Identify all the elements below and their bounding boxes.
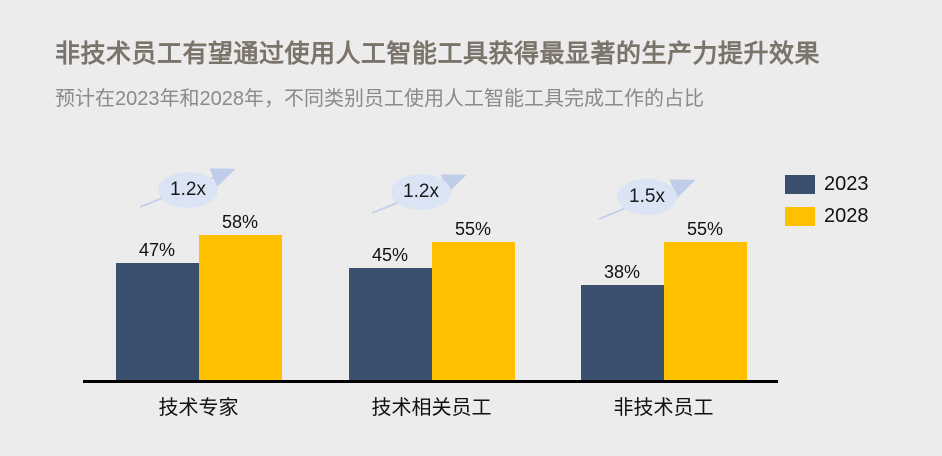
value-label-2023-技术相关员工: 45% [371,245,409,265]
category-label-技术专家: 技术专家 [158,397,239,419]
chart-title: 非技术员工有望通过使用人工智能工具获得最显著的生产力提升效果 [55,40,821,68]
chart-subtitle: 预计在2023年和2028年，不同类别员工使用人工智能工具完成工作的占比 [55,88,704,110]
legend-label-2023: 2023 [824,173,869,195]
category-label-非技术员工: 非技术员工 [613,397,714,419]
legend: 2023 2028 [785,173,869,239]
bar-2023-非技术员工 [580,285,664,381]
bar-2028-技术相关员工 [431,242,515,381]
multiplier-bubble-非技术员工: 1.5x [617,179,677,215]
value-label-2023-技术专家: 47% [138,240,176,260]
bar-2028-技术专家 [198,235,282,381]
legend-label-2028: 2028 [824,205,869,227]
value-label-2023-非技术员工: 38% [603,262,641,282]
multiplier-bubble-技术专家: 1.2x [158,172,218,208]
legend-item-2023: 2023 [785,173,869,195]
value-label-2028-技术专家: 58% [221,212,259,232]
bar-2028-非技术员工 [663,242,747,381]
value-label-2028-非技术员工: 55% [686,219,724,239]
bar-2023-技术专家 [115,263,199,381]
value-label-2028-技术相关员工: 55% [454,219,492,239]
bar-2023-技术相关员工 [348,268,432,381]
category-label-技术相关员工: 技术相关员工 [371,397,492,419]
legend-swatch-2023 [785,175,815,194]
legend-item-2028: 2028 [785,205,869,227]
legend-swatch-2028 [785,207,815,226]
x-axis-line [83,380,778,383]
multiplier-bubble-技术相关员工: 1.2x [391,174,451,210]
